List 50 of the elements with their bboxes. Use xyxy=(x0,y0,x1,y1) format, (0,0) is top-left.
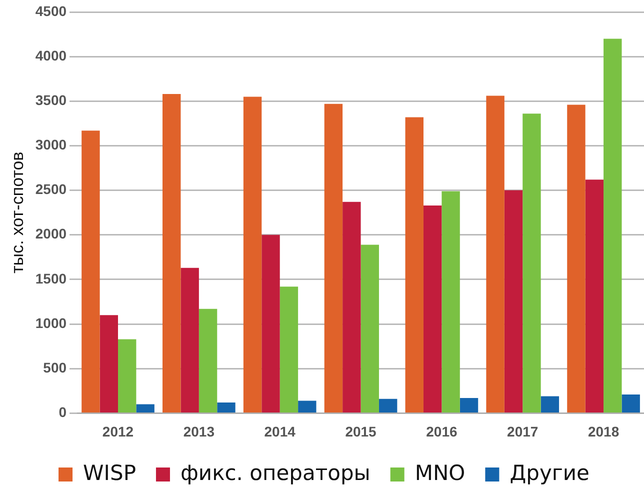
bar xyxy=(622,394,640,412)
bar xyxy=(360,244,379,412)
bar xyxy=(262,234,280,412)
bar xyxy=(522,114,541,412)
y-axis-title: тыс. хот-спотов xyxy=(8,152,27,274)
legend-label: MNO xyxy=(414,460,466,485)
bar xyxy=(217,402,236,412)
y-tick-label: 3500 xyxy=(35,92,67,108)
legend-label: Другие xyxy=(510,460,590,485)
bar xyxy=(342,202,361,412)
bar xyxy=(604,38,622,412)
y-tick-label: 2000 xyxy=(35,226,67,242)
bar xyxy=(162,94,181,412)
x-tick-label: 2015 xyxy=(345,423,377,440)
y-tick-label: 500 xyxy=(43,359,67,376)
bar xyxy=(100,315,118,412)
y-tick-label: 1000 xyxy=(35,314,67,331)
x-tick-label: 2014 xyxy=(264,423,296,440)
bar xyxy=(180,268,199,412)
x-tick-label: 2013 xyxy=(183,423,215,440)
legend-label: фикс. операторы xyxy=(180,460,370,485)
bar xyxy=(243,96,262,412)
bar xyxy=(298,400,316,412)
x-tick-label: 2018 xyxy=(588,423,620,440)
x-tick-label: 2012 xyxy=(102,423,134,440)
x-tick-label: 2016 xyxy=(426,423,458,440)
legend-label: WISP xyxy=(83,460,136,485)
bar xyxy=(136,404,154,412)
bar xyxy=(585,180,604,412)
bar xyxy=(460,398,478,412)
bar xyxy=(567,104,586,412)
y-tick-label: 0 xyxy=(58,404,67,420)
bar xyxy=(324,104,343,412)
bar xyxy=(423,205,442,412)
bar xyxy=(486,96,504,412)
bar xyxy=(82,130,100,412)
y-tick-label: 1500 xyxy=(35,270,67,286)
bar xyxy=(378,398,398,412)
bar xyxy=(198,308,218,412)
bar xyxy=(280,286,298,412)
x-tick-label: 2017 xyxy=(507,423,538,440)
y-tick-label: 4500 xyxy=(35,2,67,19)
bar xyxy=(504,190,523,412)
bar xyxy=(118,339,136,412)
bar xyxy=(405,117,424,412)
bar xyxy=(540,396,560,412)
bar xyxy=(442,191,460,412)
y-tick-label: 3000 xyxy=(35,136,67,153)
y-tick-label: 4000 xyxy=(35,47,67,64)
y-tick-label: 2500 xyxy=(35,181,67,198)
